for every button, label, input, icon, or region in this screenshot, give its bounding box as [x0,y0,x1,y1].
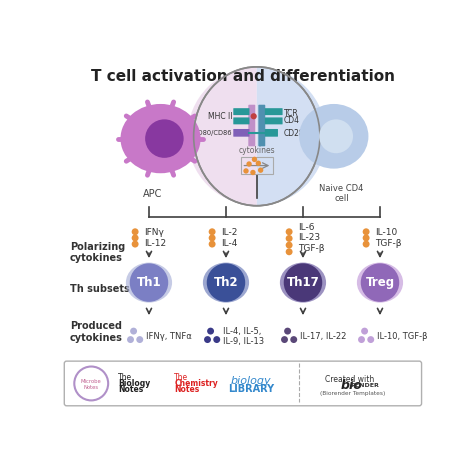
Text: Biology: Biology [118,379,150,388]
Circle shape [251,113,257,119]
Circle shape [319,119,353,153]
Text: IL-2
IL-4: IL-2 IL-4 [221,228,238,248]
Circle shape [130,263,168,302]
Wedge shape [187,67,257,206]
Ellipse shape [203,262,249,303]
Text: IL-17, IL-22: IL-17, IL-22 [300,332,346,341]
Circle shape [358,336,365,343]
Circle shape [363,235,370,241]
Circle shape [255,161,261,166]
Text: IFNγ, TNFα: IFNγ, TNFα [146,332,191,341]
FancyBboxPatch shape [233,108,249,115]
Circle shape [246,161,252,167]
Text: cytokines: cytokines [238,146,275,155]
Text: MHC II: MHC II [208,112,232,121]
Text: bio: bio [340,379,363,392]
Text: TCR: TCR [284,109,299,118]
Circle shape [284,263,322,302]
Circle shape [209,241,216,248]
Circle shape [74,366,108,401]
Circle shape [207,328,214,334]
Circle shape [286,249,292,255]
FancyBboxPatch shape [265,108,283,115]
Text: Th2: Th2 [214,276,238,289]
Text: Microbe: Microbe [81,379,101,383]
Text: CD28: CD28 [284,129,304,138]
FancyBboxPatch shape [64,361,421,406]
Text: IL-6
IL-23
TGF-β: IL-6 IL-23 TGF-β [298,223,325,253]
FancyBboxPatch shape [265,117,283,124]
Circle shape [204,336,211,343]
Circle shape [363,228,370,235]
FancyBboxPatch shape [233,129,249,137]
Text: IL-10, TGF-β: IL-10, TGF-β [377,332,428,341]
Text: Polarizing
cytokines: Polarizing cytokines [70,242,125,263]
Circle shape [213,336,220,343]
Text: Created with: Created with [325,375,374,384]
Circle shape [361,263,399,302]
Circle shape [281,336,288,343]
Text: Th17: Th17 [287,276,319,289]
Ellipse shape [120,104,201,173]
Text: biology: biology [231,376,272,386]
Circle shape [286,235,292,242]
Circle shape [286,228,292,235]
Circle shape [132,235,138,241]
Circle shape [243,168,249,174]
Text: IFNγ
IL-12: IFNγ IL-12 [145,228,166,248]
Circle shape [137,336,143,343]
Text: Chemistry: Chemistry [174,379,218,388]
Circle shape [145,119,183,158]
Wedge shape [257,67,326,206]
Circle shape [209,235,216,241]
FancyBboxPatch shape [233,117,249,124]
Ellipse shape [280,262,326,303]
Text: Th1: Th1 [137,276,161,289]
Ellipse shape [299,104,368,169]
Text: Notes: Notes [118,385,144,394]
Text: APC: APC [143,188,163,199]
Text: Notes: Notes [84,385,99,390]
Text: T cell activation and differentiation: T cell activation and differentiation [91,69,395,84]
Text: Treg: Treg [365,276,394,289]
Text: The: The [174,373,189,382]
Circle shape [284,328,291,334]
Ellipse shape [357,262,403,303]
Text: Produced
cytokines: Produced cytokines [70,321,123,343]
Circle shape [127,336,134,343]
Text: LIBRARY: LIBRARY [228,384,274,394]
Text: RENDER: RENDER [350,383,379,388]
Circle shape [361,328,368,334]
Text: Notes: Notes [174,385,200,394]
Circle shape [290,336,297,343]
Text: CD80/CD86: CD80/CD86 [194,130,232,136]
Circle shape [132,228,138,235]
Ellipse shape [126,262,172,303]
Text: Th subsets: Th subsets [70,284,129,294]
FancyBboxPatch shape [265,129,278,137]
Circle shape [258,167,264,173]
Circle shape [209,228,216,235]
Circle shape [286,242,292,249]
Text: Naive CD4
cell: Naive CD4 cell [319,184,364,203]
Circle shape [367,336,374,343]
Circle shape [130,328,137,334]
Circle shape [207,263,245,302]
Circle shape [363,241,370,248]
Circle shape [132,241,138,248]
Text: IL-4, IL-5,
IL-9, IL-13: IL-4, IL-5, IL-9, IL-13 [223,327,264,346]
Circle shape [252,157,257,162]
Text: CD4: CD4 [284,116,300,125]
Text: The: The [118,373,132,382]
FancyBboxPatch shape [248,105,255,146]
FancyBboxPatch shape [258,105,265,146]
Text: (Biorender Templates): (Biorender Templates) [320,391,386,396]
Circle shape [250,170,255,175]
Text: IL-10
TGF-β: IL-10 TGF-β [375,228,402,248]
